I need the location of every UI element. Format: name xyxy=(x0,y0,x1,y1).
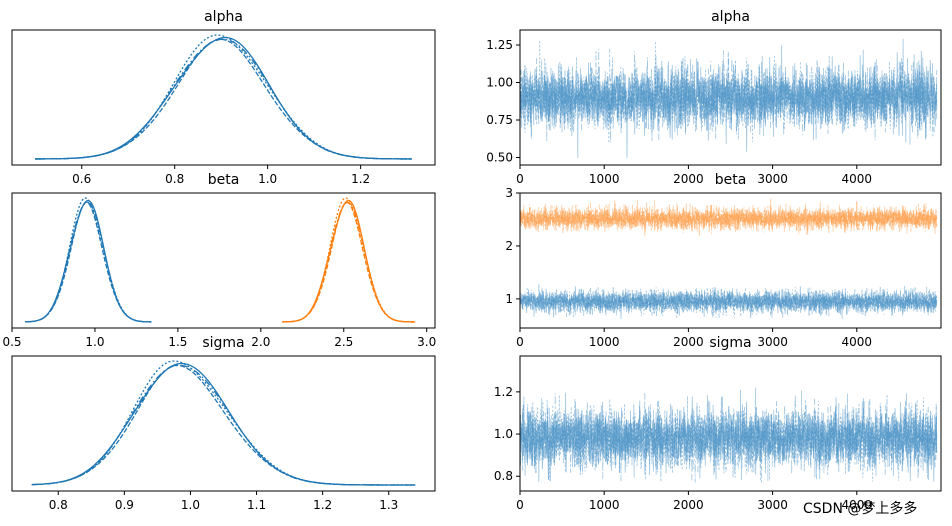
sigma-trace-data xyxy=(520,387,938,483)
beta-trace-ytick-label: 2 xyxy=(505,239,513,253)
alpha-density-xtick-label: 0.6 xyxy=(72,172,91,186)
sigma-density-chain-2 xyxy=(31,360,416,486)
sigma-trace-xtick-label: 0 xyxy=(516,498,524,512)
sigma-trace-frame xyxy=(519,355,942,492)
beta-density-panel: 0.5 1.0 1.5 2.0 2.5 3.0 beta xyxy=(2,172,436,349)
watermark: CSDN @梦上多多 xyxy=(803,501,918,517)
sigma-trace-chain-2 xyxy=(520,390,938,482)
sigma-density-xtick-label: 0.9 xyxy=(115,498,134,512)
sigma-trace-chain-1 xyxy=(520,387,938,483)
beta-trace-xtick-label: 4000 xyxy=(842,335,873,349)
alpha-density-xtick-label: 0.8 xyxy=(165,172,184,186)
alpha-trace-ytick-label: 1.25 xyxy=(486,38,513,52)
sigma-trace-xtick-label: 3000 xyxy=(757,498,788,512)
beta0-trace-chain-3 xyxy=(520,285,938,319)
alpha-density-xtick-label: 1.0 xyxy=(258,172,277,186)
alpha-density-data xyxy=(35,34,412,160)
sigma-density-xtick-label: 1.0 xyxy=(181,498,200,512)
alpha-trace-chain-3 xyxy=(520,48,938,143)
alpha-trace-panel: 0.50 0.75 1.00 1.25 0 1000 2000 3000 4000 alpha xyxy=(486,9,942,186)
beta-density-xtick-label: 1.0 xyxy=(85,335,104,349)
beta1-density-chain-2 xyxy=(282,197,416,323)
alpha-trace-chain-2 xyxy=(520,40,938,145)
beta-density-xtick-label: 0.5 xyxy=(2,335,21,349)
sigma-density-xtick-label: 1.3 xyxy=(379,498,398,512)
beta-trace-xtick-label: 3000 xyxy=(757,335,788,349)
beta1-trace-chain-2 xyxy=(520,200,938,235)
sigma-density-panel: 0.8 0.9 1.0 1.1 1.2 1.3 sigma xyxy=(11,335,436,512)
beta-density-xtick-label: 3.0 xyxy=(417,335,436,349)
beta-density-title: beta xyxy=(208,172,240,188)
alpha-trace-title: alpha xyxy=(711,9,750,25)
sigma-trace-xtick-label: 4000 xyxy=(842,498,873,512)
sigma-trace-title: sigma xyxy=(709,335,751,351)
sigma-density-title: sigma xyxy=(202,335,244,351)
sigma-density-frame xyxy=(11,355,436,492)
beta-density-data xyxy=(25,197,416,323)
beta-density-xtick-label: 1.5 xyxy=(168,335,187,349)
beta-trace-data xyxy=(520,198,938,320)
beta-trace-title: beta xyxy=(715,172,747,188)
alpha-trace-xtick-label: 3000 xyxy=(757,172,788,186)
beta0-density-chain-3 xyxy=(25,201,152,323)
alpha-trace-xtick-label: 1000 xyxy=(589,172,620,186)
alpha-trace-ytick-label: 0.75 xyxy=(486,113,513,127)
beta1-density-chain-0 xyxy=(282,199,416,323)
beta-density-frame xyxy=(11,192,436,329)
beta0-density-chain-0 xyxy=(25,199,152,323)
beta0-density-chain-1 xyxy=(25,201,152,323)
beta-density-xtick-label: 2.5 xyxy=(334,335,353,349)
alpha-trace-frame xyxy=(519,29,942,166)
alpha-density-chain-0 xyxy=(35,36,412,160)
alpha-trace-xtick-label: 0 xyxy=(516,172,524,186)
beta-trace-xtick-label: 2000 xyxy=(673,335,704,349)
alpha-trace-xtick-label: 4000 xyxy=(842,172,873,186)
alpha-density-panel: 0.6 0.8 1.0 1.2 alpha xyxy=(11,9,436,186)
sigma-trace-panel: 0.8 1.0 1.2 0 1000 2000 3000 4000 sigma xyxy=(494,335,942,512)
beta1-density-chain-1 xyxy=(282,201,416,323)
sigma-density-chain-3 xyxy=(31,364,416,486)
beta-trace-frame xyxy=(519,192,942,329)
sigma-density-xtick-label: 0.8 xyxy=(49,498,68,512)
alpha-density-xtick-label: 1.2 xyxy=(351,172,370,186)
alpha-density-chain-2 xyxy=(35,34,412,160)
beta-trace-ytick-label: 1 xyxy=(505,292,513,306)
sigma-trace-ytick-label: 1.2 xyxy=(494,385,513,399)
beta1-density-chain-3 xyxy=(282,201,416,323)
sigma-density-xtick-label: 1.1 xyxy=(247,498,266,512)
sigma-density-xtick-label: 1.2 xyxy=(313,498,332,512)
alpha-density-title: alpha xyxy=(204,9,243,25)
sigma-trace-ytick-label: 0.8 xyxy=(494,469,513,483)
beta-trace-xtick-label: 1000 xyxy=(589,335,620,349)
sigma-density-chain-1 xyxy=(31,364,416,486)
beta0-density-chain-2 xyxy=(25,197,152,323)
beta-trace-ytick-label: 3 xyxy=(505,186,513,200)
alpha-density-frame xyxy=(11,29,436,166)
alpha-density-chain-3 xyxy=(35,38,412,160)
alpha-trace-data xyxy=(520,38,938,159)
sigma-trace-xtick-label: 1000 xyxy=(589,498,620,512)
alpha-trace-xtick-label: 2000 xyxy=(673,172,704,186)
sigma-trace-ytick-label: 1.0 xyxy=(494,427,513,441)
sigma-trace-chain-3 xyxy=(520,392,938,483)
beta-trace-xtick-label: 0 xyxy=(516,335,524,349)
sigma-density-data xyxy=(31,360,416,486)
alpha-trace-ytick-label: 1.00 xyxy=(486,76,513,90)
sigma-density-chain-0 xyxy=(31,362,416,486)
alpha-density-chain-1 xyxy=(35,38,412,160)
sigma-trace-xtick-label: 2000 xyxy=(673,498,704,512)
alpha-trace-ytick-label: 0.50 xyxy=(486,151,513,165)
beta1-trace-chain-3 xyxy=(520,202,938,235)
beta-density-xtick-label: 2.0 xyxy=(251,335,270,349)
